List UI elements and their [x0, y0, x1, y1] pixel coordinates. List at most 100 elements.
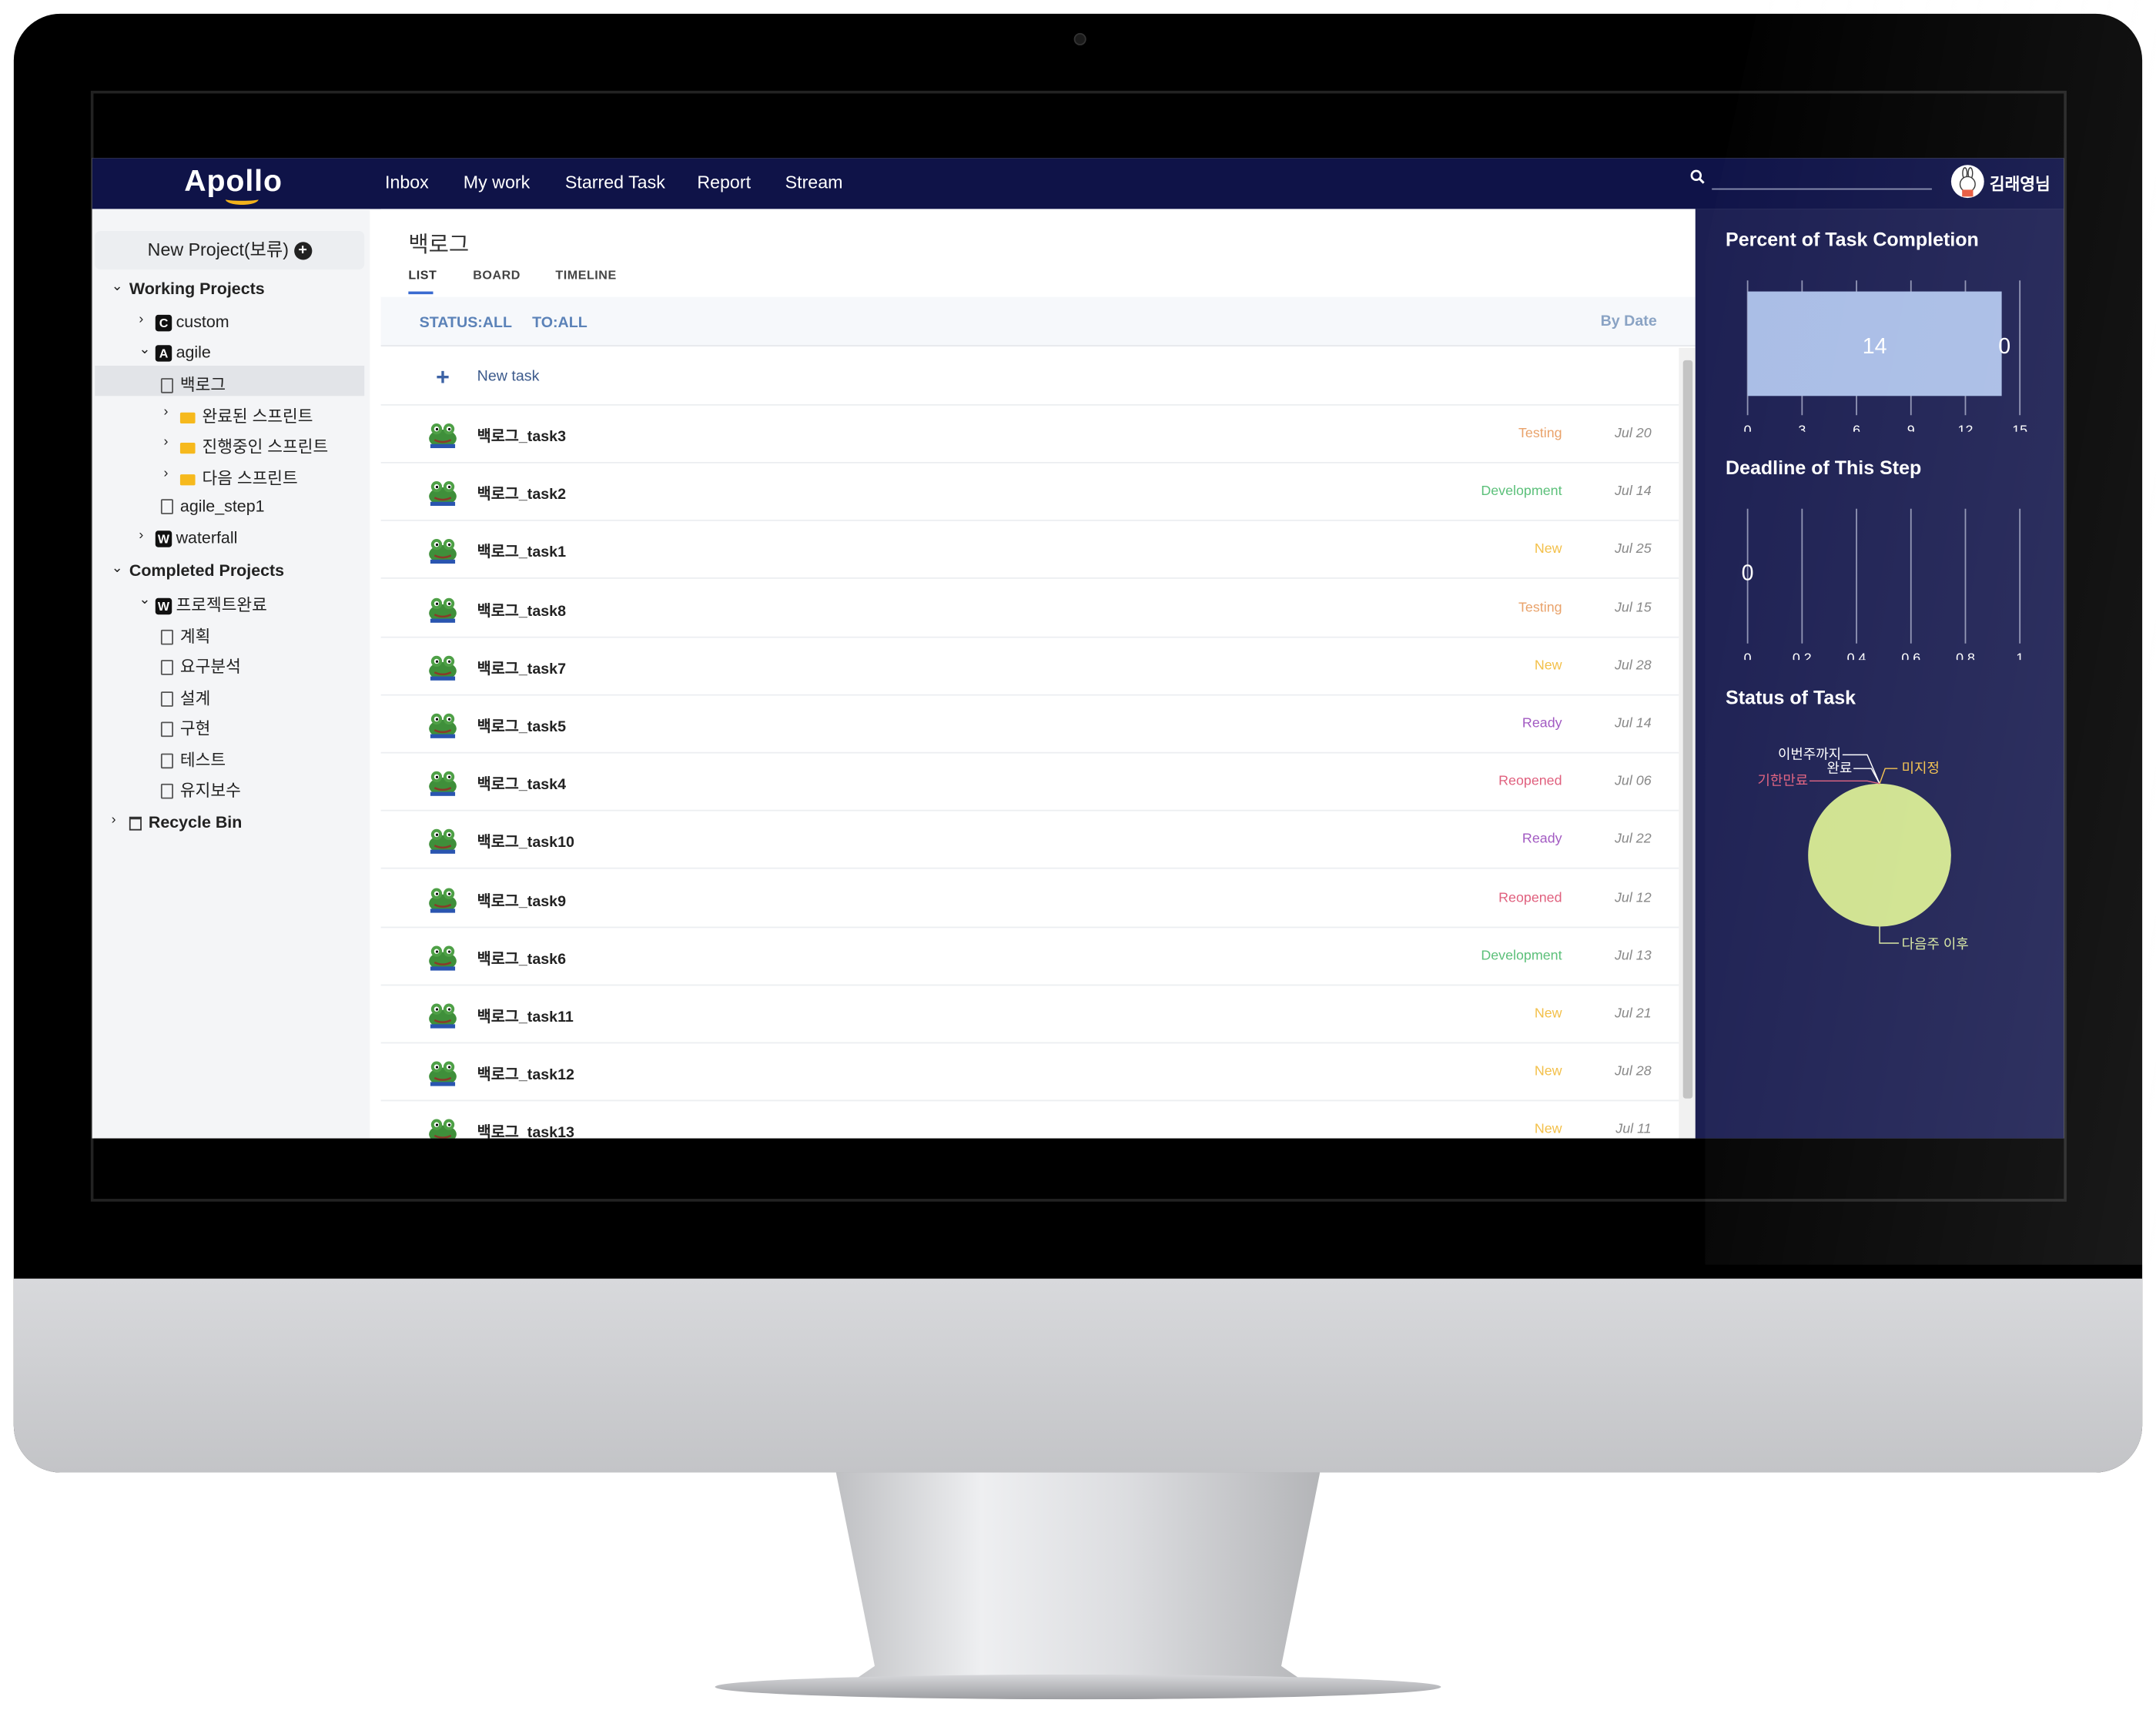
- tree-item-sprint-done[interactable]: 완료된 스프린트: [179, 404, 313, 427]
- tree-item-plan[interactable]: 계획: [160, 624, 210, 648]
- chevron-right-icon[interactable]: ›: [139, 527, 144, 544]
- task-row[interactable]: 백로그_task4 Reopened Jul 06: [380, 754, 1679, 811]
- task-row[interactable]: 백로그_task9 Reopened Jul 12: [380, 870, 1679, 928]
- tree-completed-projects[interactable]: Completed Projects: [129, 561, 285, 581]
- tree-label: 완료된 스프린트: [202, 407, 313, 427]
- task-name[interactable]: 백로그_task11: [477, 1009, 574, 1026]
- assignee-filter[interactable]: TO:ALL: [532, 314, 588, 332]
- nav-inbox[interactable]: Inbox: [384, 172, 429, 192]
- task-name[interactable]: 백로그_task6: [477, 951, 567, 968]
- chevron-right-icon[interactable]: ›: [111, 812, 116, 828]
- tree-label: agile_step1: [179, 496, 265, 516]
- new-project-button[interactable]: New Project(보류) +: [95, 230, 365, 269]
- tree-item-test[interactable]: 테스트: [160, 748, 226, 771]
- chevron-down-icon[interactable]: ⌄: [111, 279, 123, 295]
- search-icon[interactable]: [1690, 169, 1706, 185]
- tree-item-requirements[interactable]: 요구분석: [160, 654, 241, 678]
- tree-item-backlog[interactable]: 백로그: [160, 373, 226, 396]
- document-icon: [160, 722, 173, 738]
- task-due-date: Jul 15: [1614, 600, 1652, 616]
- tree-working-projects[interactable]: Working Projects: [129, 279, 265, 299]
- task-name[interactable]: 백로그_task8: [477, 603, 567, 620]
- task-row[interactable]: 백로그_task2 Development Jul 14: [380, 463, 1679, 522]
- tab-list[interactable]: LIST: [408, 268, 437, 283]
- folder-icon: [179, 412, 196, 423]
- user-name[interactable]: 김래영님: [1989, 174, 2051, 194]
- task-name[interactable]: 백로그_task10: [477, 835, 574, 852]
- chevron-right-icon[interactable]: ›: [139, 312, 144, 327]
- nav-my-work[interactable]: My work: [463, 172, 531, 192]
- new-task-row[interactable]: + New task: [380, 348, 1679, 406]
- user-avatar[interactable]: [1950, 165, 1984, 199]
- chevron-down-icon[interactable]: ⌄: [139, 592, 151, 608]
- task-row[interactable]: 백로그_task10 Ready Jul 22: [380, 811, 1679, 870]
- document-icon: [160, 630, 173, 646]
- tab-board[interactable]: BOARD: [473, 268, 521, 283]
- stats-panel: Percent of Task Completion 0 3 6 9 12 15 14 0 D…: [1695, 209, 2064, 1139]
- pie-slice: [1808, 783, 1951, 927]
- task-name[interactable]: 백로그_task2: [477, 487, 567, 504]
- nav-report[interactable]: Report: [697, 172, 752, 192]
- task-row[interactable]: 백로그_task13 New Jul 11: [381, 1102, 1679, 1139]
- task-due-date: Jul 28: [1614, 1064, 1652, 1080]
- task-row[interactable]: 백로그_task8 Testing Jul 15: [380, 580, 1679, 637]
- frog-avatar-icon: [429, 945, 457, 971]
- chevron-down-icon[interactable]: ⌄: [139, 342, 151, 358]
- task-row[interactable]: 백로그_task7 New Jul 28: [380, 637, 1679, 696]
- tree-item-design[interactable]: 설계: [160, 686, 210, 709]
- task-name[interactable]: 백로그_task3: [477, 429, 567, 446]
- search-input[interactable]: [1712, 188, 1932, 190]
- tree-item-implementation[interactable]: 구현: [160, 716, 211, 739]
- chevron-right-icon[interactable]: ›: [163, 403, 169, 420]
- frog-avatar-icon: [429, 1003, 457, 1029]
- scrollbar-thumb[interactable]: [1682, 360, 1693, 1099]
- task-name[interactable]: 백로그_task13: [477, 1125, 574, 1139]
- x-tick-label: 0.8: [1956, 651, 1975, 660]
- nav-stream[interactable]: Stream: [785, 172, 843, 192]
- project-type-badge: W: [155, 530, 172, 547]
- task-row[interactable]: 백로그_task5 Ready Jul 14: [380, 696, 1679, 754]
- tree-label: custom: [176, 312, 229, 332]
- task-due-date: Jul 25: [1614, 542, 1652, 557]
- task-name[interactable]: 백로그_task9: [477, 892, 567, 910]
- task-row[interactable]: 백로그_task1 New Jul 25: [380, 521, 1679, 580]
- tab-timeline[interactable]: TIMELINE: [555, 268, 617, 283]
- task-row[interactable]: 백로그_task3 Testing Jul 20: [380, 406, 1679, 463]
- app-logo[interactable]: Apollo: [184, 163, 283, 206]
- task-row[interactable]: 백로그_task11 New Jul 21: [380, 985, 1679, 1044]
- task-name[interactable]: 백로그_task7: [477, 661, 567, 678]
- trash-icon: [129, 816, 142, 831]
- sort-by-date[interactable]: By Date: [1600, 313, 1657, 330]
- task-row[interactable]: 백로그_task12 New Jul 28: [380, 1044, 1679, 1102]
- x-tick-label: 1: [2016, 651, 2024, 660]
- tree-item-sprint-active[interactable]: 진행중인 스프린트: [179, 434, 329, 457]
- task-status: Ready: [1522, 832, 1562, 848]
- tree-label: 구현: [179, 718, 211, 738]
- tree-project-done[interactable]: W 프로젝트완료: [155, 593, 267, 616]
- task-name[interactable]: 백로그_task12: [477, 1067, 574, 1084]
- document-icon: [160, 499, 173, 515]
- status-filter[interactable]: STATUS:ALL: [419, 314, 513, 332]
- tree-recycle-bin[interactable]: Recycle Bin: [129, 812, 242, 832]
- task-name[interactable]: 백로그_task5: [477, 718, 567, 736]
- task-name[interactable]: 백로그_task1: [477, 544, 567, 562]
- nav-starred-task[interactable]: Starred Task: [564, 172, 665, 192]
- chevron-right-icon[interactable]: ›: [163, 466, 169, 481]
- tree-item-maintenance[interactable]: 유지보수: [160, 778, 241, 801]
- tree-item-sprint-next[interactable]: 다음 스프린트: [179, 466, 298, 489]
- task-name[interactable]: 백로그_task4: [477, 777, 567, 794]
- task-status: Reopened: [1498, 890, 1562, 906]
- task-row[interactable]: 백로그_task6 Development Jul 13: [380, 928, 1679, 985]
- task-status: Testing: [1518, 600, 1562, 616]
- chevron-down-icon[interactable]: ⌄: [111, 561, 123, 577]
- task-status: New: [1534, 1006, 1562, 1022]
- tree-label: 진행중인 스프린트: [202, 437, 329, 457]
- chevron-right-icon[interactable]: ›: [163, 434, 169, 450]
- tree-item-agile-step1[interactable]: agile_step1: [160, 496, 265, 516]
- task-status: New: [1534, 658, 1562, 674]
- tree-label: 프로젝트완료: [176, 595, 267, 615]
- x-tick-label: 0.4: [1847, 651, 1866, 660]
